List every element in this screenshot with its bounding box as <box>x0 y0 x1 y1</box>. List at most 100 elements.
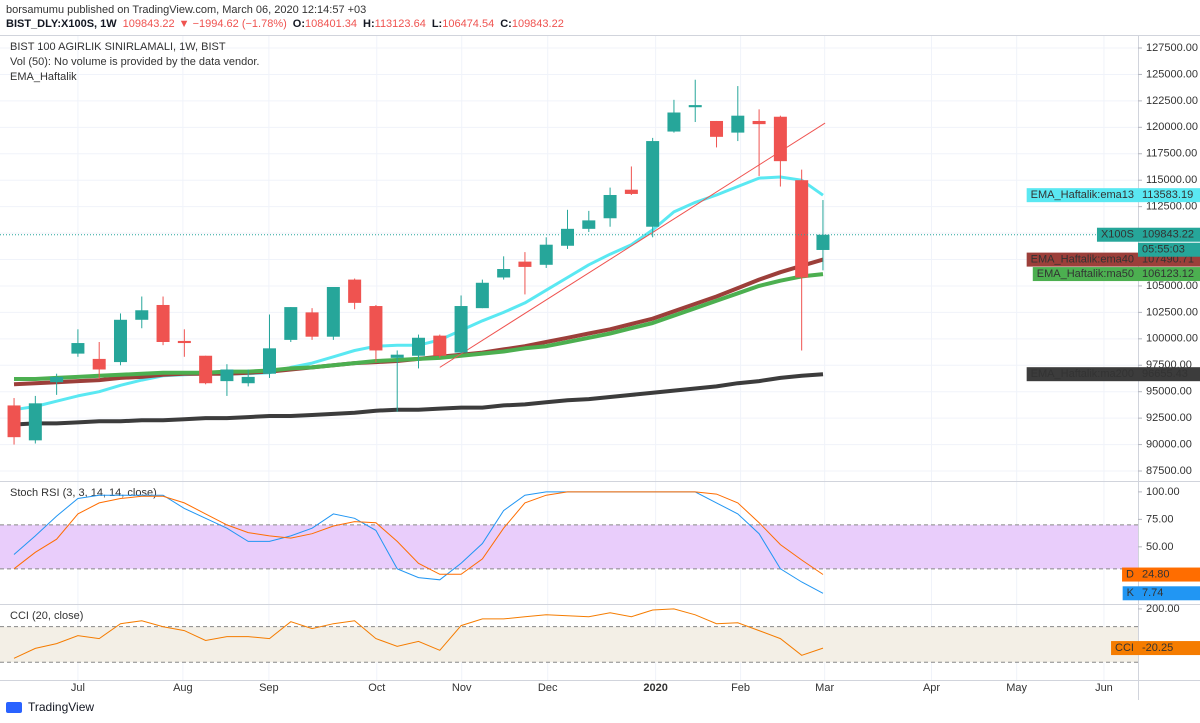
price-label-box <box>1138 227 1200 242</box>
candle-body <box>220 369 234 382</box>
candle-body <box>412 337 426 356</box>
price-label-box <box>1138 641 1200 656</box>
candle-body <box>539 244 553 265</box>
publisher-line: borsamumu published on TradingView.com, … <box>6 4 366 16</box>
y-tick-label: 90000.00 <box>1146 438 1192 450</box>
y-tick-label: 50.00 <box>1146 541 1174 553</box>
candle-body <box>433 335 447 356</box>
x-tick-label: 2020 <box>643 682 667 694</box>
symbol-line: BIST_DLY:X100S, 1W 109843.22 ▼ −1994.62 (−… <box>6 18 564 30</box>
y-tick-label: 117500.00 <box>1146 148 1197 160</box>
series-label-name: EMA_Haftalik:ema13 <box>1031 189 1134 201</box>
candle-body <box>369 306 383 351</box>
y-tick-label: 95000.00 <box>1146 386 1192 398</box>
x-tick-label: Feb <box>731 682 750 694</box>
y-tick-label: 127500.00 <box>1146 42 1198 54</box>
trend-line <box>439 122 826 368</box>
high-label: H: <box>363 18 375 30</box>
x-tick-label: Jul <box>71 682 85 694</box>
band-fill <box>0 524 1138 569</box>
x-tick-label: Oct <box>368 682 385 694</box>
candle-body <box>71 343 85 354</box>
candle-body <box>667 112 681 132</box>
price-label-value: 24.80 <box>1142 568 1170 580</box>
candle-body <box>710 120 724 137</box>
candle-body <box>816 234 830 250</box>
candle-body <box>795 180 809 278</box>
candle-body <box>50 376 64 383</box>
y-tick-label: 100.00 <box>1146 486 1180 498</box>
price-label-value: 106123.12 <box>1142 268 1194 280</box>
x-tick-label: May <box>1006 682 1027 694</box>
close-label: C: <box>500 18 512 30</box>
band-fill <box>0 626 1138 663</box>
x-tick-label: Apr <box>923 682 940 694</box>
y-tick-label: 87500.00 <box>1146 465 1192 477</box>
candle-body <box>177 340 191 344</box>
indicator-line <box>13 491 824 575</box>
pane-title: Stoch RSI (3, 3, 14, 14, close) <box>10 487 157 499</box>
pane-legend: EMA_Haftalik <box>10 71 77 83</box>
price-label-value: 109843.22 <box>1142 229 1194 241</box>
y-tick-label: 100000.00 <box>1146 333 1198 345</box>
candle-body <box>241 376 255 384</box>
open-value: 108401.34 <box>305 18 357 30</box>
close-value: 109843.22 <box>512 18 564 30</box>
logo-icon <box>6 702 22 713</box>
candle-body <box>28 403 42 441</box>
series-label-name: EMA_Haftalik:ema40 <box>1031 254 1134 266</box>
y-tick-label: 112500.00 <box>1146 201 1197 213</box>
series-label-box <box>1026 367 1138 382</box>
x-tick-label: Dec <box>538 682 558 694</box>
series-label-name: X100S <box>1101 229 1134 241</box>
y-tick-label: 200.00 <box>1146 603 1180 615</box>
candle-body <box>561 228 575 246</box>
candle-body <box>199 355 213 384</box>
candle-body <box>582 220 596 229</box>
series-label-box <box>1026 188 1138 203</box>
countdown-box <box>1138 242 1200 257</box>
series-label-box <box>1026 252 1138 267</box>
y-tick-label: 125000.00 <box>1146 68 1198 80</box>
candle-body <box>135 310 149 320</box>
y-tick-label: 75.00 <box>1146 513 1174 525</box>
indicator-line <box>13 608 824 659</box>
pane-title: CCI (20, close) <box>10 610 83 622</box>
x-tick-label: Mar <box>815 682 834 694</box>
last-price: 109843.22 <box>123 18 175 30</box>
symbol: BIST_DLY:X100S, 1W <box>6 18 117 30</box>
series-label-name: D <box>1126 568 1134 580</box>
price-label-box <box>1138 567 1200 582</box>
candle-body <box>497 269 511 278</box>
series-label-name: CCI <box>1115 642 1134 654</box>
y-tick-label: 115000.00 <box>1146 174 1197 186</box>
candle-body <box>113 319 127 363</box>
y-tick-label: 122500.00 <box>1146 95 1198 107</box>
candle-body <box>688 105 702 108</box>
y-tick-label: 102500.00 <box>1146 306 1198 318</box>
series-label-name: EMA_Haftalik:ma50 <box>1037 268 1134 280</box>
series-label-box <box>1122 567 1138 582</box>
open-label: O: <box>293 18 305 30</box>
series-label-box <box>1111 641 1138 656</box>
high-value: 113123.64 <box>375 18 426 30</box>
price-label-box <box>1138 188 1200 203</box>
price-label-box <box>1138 586 1200 601</box>
candle-body <box>262 348 276 374</box>
x-tick-label: Sep <box>259 682 279 694</box>
candle-body <box>603 194 617 219</box>
series-label-box <box>1096 227 1138 242</box>
price-label-value: 96655.43 <box>1142 368 1188 380</box>
price-label-value: 113583.19 <box>1142 189 1193 201</box>
series-label-name: EMA_Haftalik:ma200 <box>1031 368 1134 380</box>
candle-body <box>284 307 298 340</box>
candle-body <box>518 261 532 267</box>
candle-body <box>348 279 362 303</box>
candle-body <box>731 115 745 133</box>
candle-body <box>475 282 489 309</box>
candle-body <box>326 286 340 337</box>
candle-body <box>752 120 766 125</box>
candle-body <box>624 189 638 194</box>
x-tick-label: Jun <box>1095 682 1113 694</box>
